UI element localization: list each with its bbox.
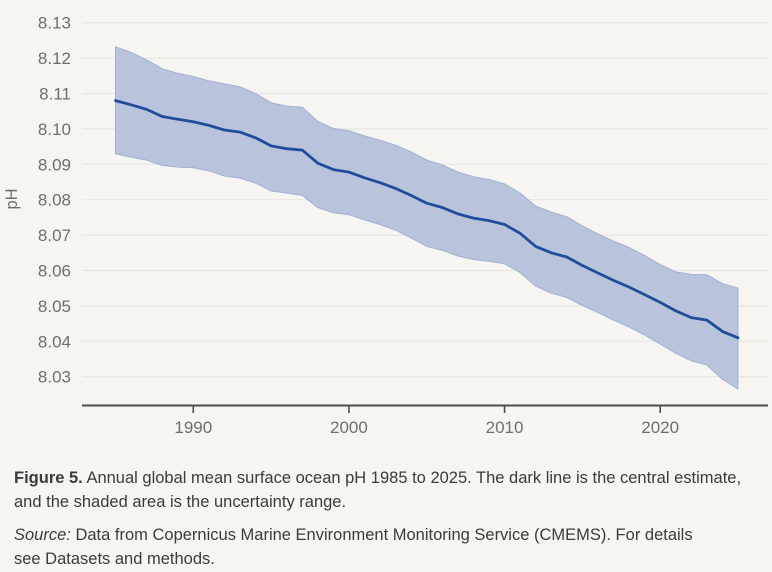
x-tick-label: 2000	[330, 418, 368, 437]
source-label: Source:	[14, 526, 71, 544]
y-tick-label: 8.13	[38, 14, 71, 33]
y-tick-label: 8.08	[38, 191, 71, 210]
source-text: Data from Copernicus Marine Environment …	[14, 526, 693, 568]
figure-label: Figure 5.	[14, 469, 83, 487]
y-tick-label: 8.05	[38, 297, 71, 316]
y-tick-label: 8.09	[38, 155, 71, 174]
y-tick-label: 8.10	[38, 120, 71, 139]
y-tick-label: 8.03	[38, 368, 71, 387]
figure-caption: Figure 5. Annual global mean surface oce…	[14, 466, 758, 514]
x-tick-label: 2010	[486, 418, 524, 437]
uncertainty-band	[115, 46, 739, 390]
y-tick-label: 8.04	[38, 332, 71, 351]
ph-line-chart: 1990 2000 2010 2020 8.03 8.04 8.05 8.06 8.07 8.08…	[3, 14, 768, 437]
central-estimate-line	[114, 99, 740, 340]
x-tick-label: 1990	[174, 418, 212, 437]
y-tick-label: 8.06	[38, 262, 71, 281]
y-axis-title: pH	[3, 188, 21, 209]
y-tick-label: 8.07	[38, 226, 71, 245]
y-tick-label: 8.11	[39, 85, 71, 104]
x-tick-label: 2020	[641, 418, 679, 437]
figure-source: Source: Data from Copernicus Marine Envi…	[14, 523, 720, 571]
caption-text: Annual global mean surface ocean pH 1985…	[14, 469, 742, 511]
y-tick-label: 8.12	[38, 49, 71, 68]
